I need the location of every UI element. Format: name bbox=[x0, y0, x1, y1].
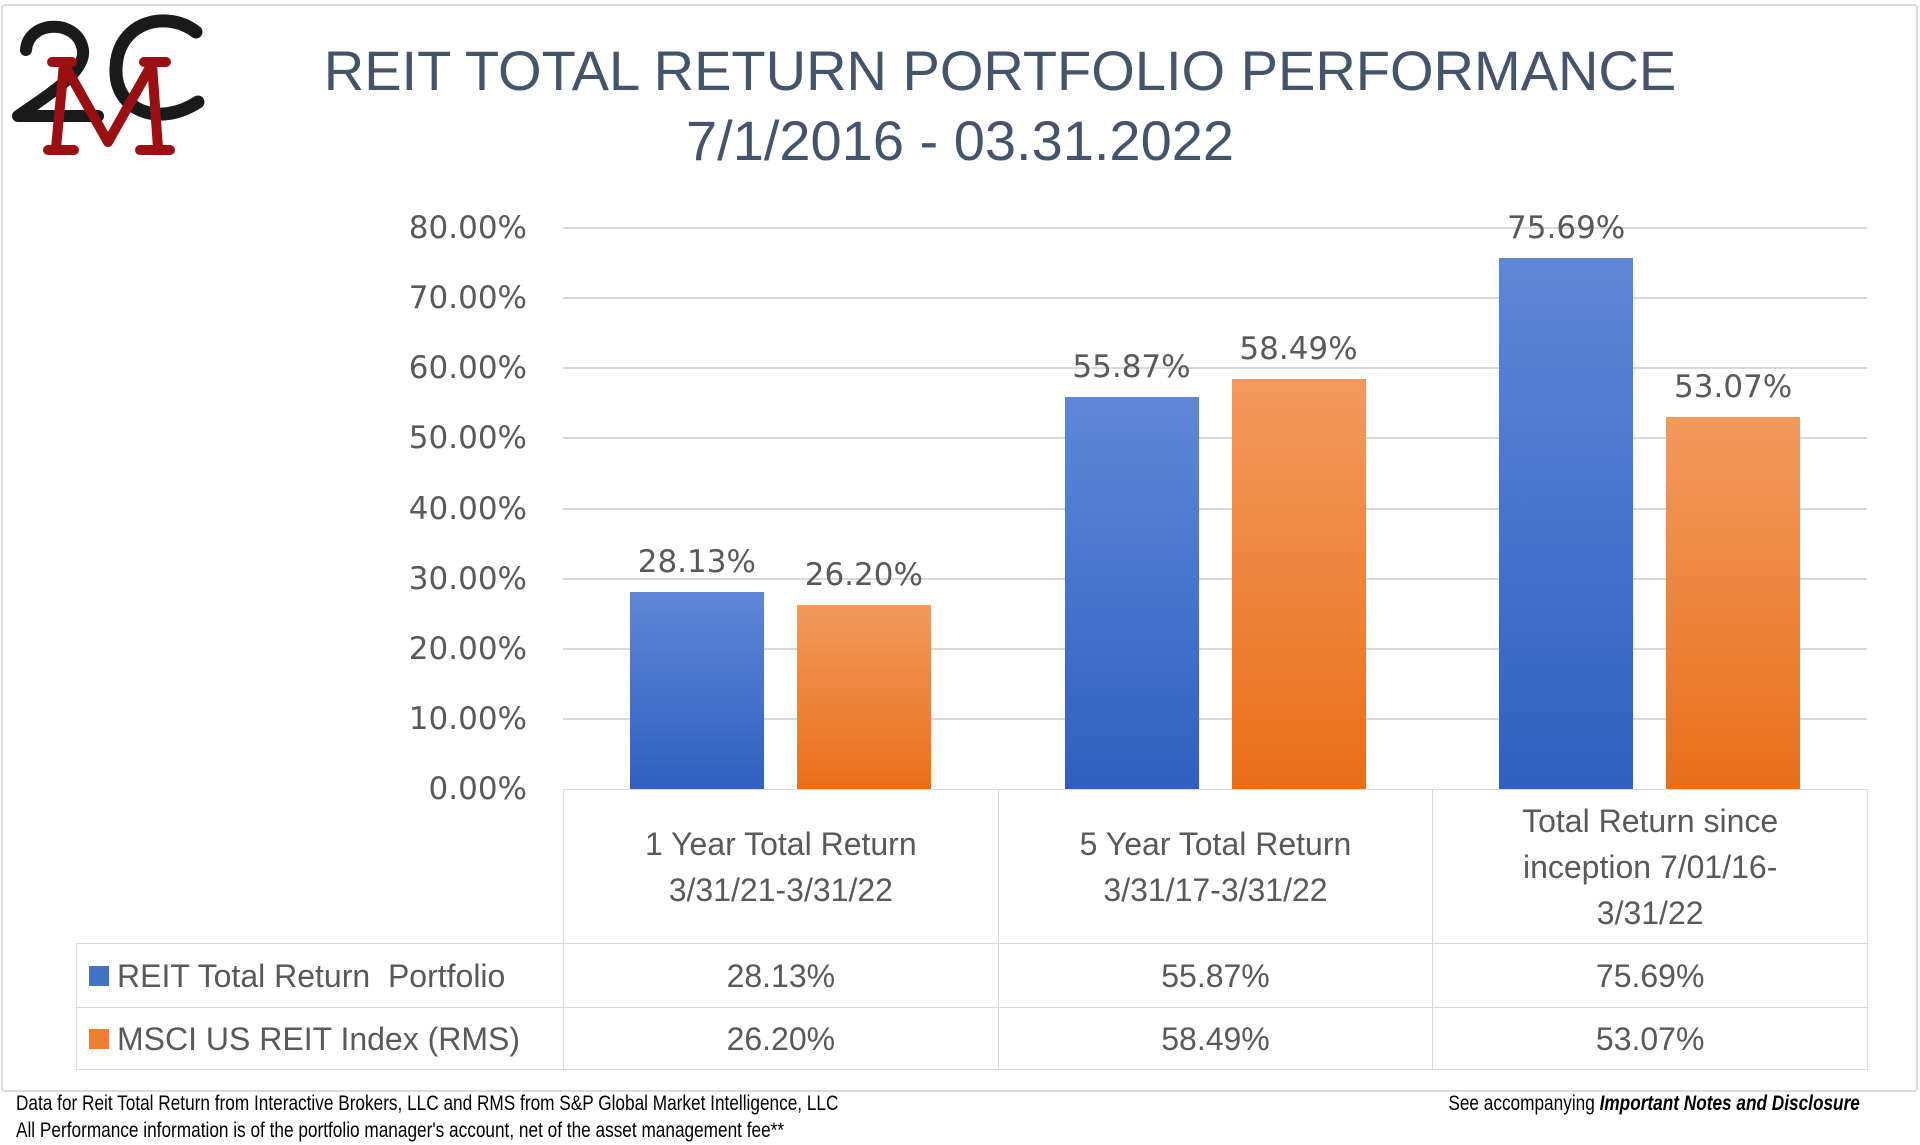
bar-reit-portfolio bbox=[1064, 397, 1199, 789]
bar-msci-index bbox=[796, 605, 931, 789]
table-value-cell: 75.69% bbox=[1432, 943, 1868, 1008]
table-category-header: Total Return since inception 7/01/16-3/3… bbox=[1432, 789, 1868, 944]
gridline bbox=[563, 647, 1867, 650]
y-tick-label: 80.00% bbox=[408, 210, 527, 246]
table-value-cell: 53.07% bbox=[1432, 1007, 1868, 1070]
data-label: 28.13% bbox=[637, 543, 756, 580]
data-label: 75.69% bbox=[1507, 210, 1626, 247]
legend-swatch bbox=[89, 965, 109, 986]
table-category-header: 5 Year Total Return 3/31/17-3/31/22 bbox=[997, 789, 1434, 944]
bar-msci-index bbox=[1666, 416, 1801, 789]
data-label: 55.87% bbox=[1072, 349, 1191, 386]
legend-label: REIT Total Return Portfolio bbox=[117, 957, 506, 994]
bar-reit-portfolio bbox=[1499, 258, 1634, 789]
data-label: 58.49% bbox=[1239, 330, 1358, 367]
y-tick-label: 30.00% bbox=[408, 560, 527, 597]
legend-entry-msci-index: MSCI US REIT Index (RMS) bbox=[76, 1007, 564, 1070]
bar-reit-portfolio bbox=[629, 591, 764, 789]
y-tick-label: 0.00% bbox=[428, 771, 527, 807]
logo-glyph-m bbox=[43, 57, 175, 155]
logo-2mc bbox=[12, 14, 205, 155]
y-tick-label: 40.00% bbox=[408, 490, 527, 527]
gridline bbox=[563, 367, 1867, 370]
legend-label: MSCI US REIT Index (RMS) bbox=[117, 1020, 521, 1057]
gridline bbox=[563, 507, 1867, 510]
y-tick-label: 60.00% bbox=[408, 350, 527, 387]
gridline bbox=[563, 437, 1867, 440]
gridline bbox=[563, 577, 1867, 580]
table-value-cell: 55.87% bbox=[997, 943, 1434, 1008]
footer-source-note: Data for Reit Total Return from Interact… bbox=[16, 1092, 839, 1115]
y-tick-label: 10.00% bbox=[408, 700, 527, 737]
y-tick-label: 20.00% bbox=[408, 630, 527, 667]
footer-disclosure-link[interactable]: See accompanying Important Notes and Dis… bbox=[1448, 1092, 1860, 1116]
y-tick-label: 70.00% bbox=[408, 280, 527, 317]
chart-title: REIT TOTAL RETURN PORTFOLIO PERFORMANCE bbox=[323, 39, 1677, 102]
logo-glyph-c bbox=[109, 14, 205, 121]
logo-glyph-2 bbox=[12, 20, 104, 122]
footer-fee-note: All Performance information is of the po… bbox=[16, 1119, 785, 1142]
disclosure-prefix: See accompanying bbox=[1448, 1092, 1600, 1115]
y-tick-label: 50.00% bbox=[408, 420, 527, 457]
gridline bbox=[563, 227, 1867, 229]
table-value-cell: 26.20% bbox=[563, 1007, 999, 1070]
chart-subtitle-date-range: 7/1/2016 - 03.31.2022 bbox=[685, 109, 1235, 172]
data-label: 53.07% bbox=[1674, 368, 1793, 405]
table-value-cell: 28.13% bbox=[563, 943, 999, 1008]
legend-entry-reit-portfolio: REIT Total Return Portfolio bbox=[76, 943, 564, 1008]
legend-swatch bbox=[89, 1028, 109, 1049]
data-label: 26.20% bbox=[804, 557, 923, 594]
table-value-cell: 58.49% bbox=[997, 1007, 1434, 1070]
gridline bbox=[563, 297, 1867, 300]
gridline bbox=[563, 717, 1867, 720]
disclosure-emphasis: Important Notes and Disclosure bbox=[1599, 1092, 1860, 1115]
table-category-header: 1 Year Total Return 3/31/21-3/31/22 bbox=[563, 789, 999, 944]
bar-msci-index bbox=[1231, 378, 1366, 789]
